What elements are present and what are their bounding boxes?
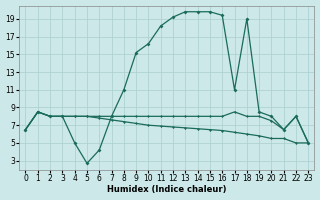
X-axis label: Humidex (Indice chaleur): Humidex (Indice chaleur) bbox=[107, 185, 227, 194]
